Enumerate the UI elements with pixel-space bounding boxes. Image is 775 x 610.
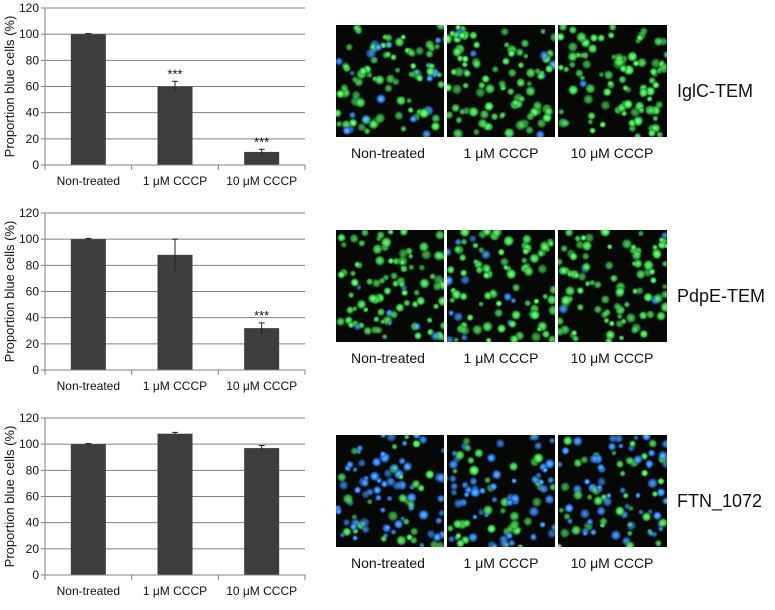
x-tick-label: 1 μM CCCP: [143, 379, 207, 393]
bar: [244, 151, 280, 165]
image-condition-label: 10 μM CCCP: [570, 350, 654, 366]
y-tick-label: 0: [32, 158, 39, 172]
x-tick-label: Non-treated: [57, 174, 120, 188]
bar: [244, 448, 280, 575]
image-divider: [555, 230, 558, 342]
error-bar: [85, 33, 92, 35]
x-tick-label: 1 μM CCCP: [143, 174, 207, 188]
y-tick-label: 20: [26, 542, 40, 556]
panel-ftn-1072: 0 20 40 60 80 100 120 Proportion blue cells (%)…: [0, 410, 775, 610]
y-axis-label: Proportion blue cells (%): [2, 426, 17, 568]
significance-marker: ***: [254, 308, 269, 323]
construct-label: FTN_1072: [677, 491, 763, 511]
image-divider: [444, 25, 447, 137]
y-tick-label: 80: [26, 53, 40, 67]
significance-marker: ***: [167, 66, 182, 81]
error-bar: [85, 238, 92, 240]
y-tick-label: 0: [32, 363, 39, 377]
y-tick-label: 40: [26, 516, 40, 530]
image-condition-label: 10 μM CCCP: [570, 145, 654, 161]
y-axis-label: Proportion blue cells (%): [2, 221, 17, 363]
error-bar: [172, 80, 178, 92]
y-tick-label: 100: [19, 437, 39, 451]
panel-iglc-tem: 0 20 40 60 80 100 120 Proportion blue cells (%)…: [0, 0, 775, 200]
y-tick-label: 20: [26, 132, 40, 146]
image-divider: [555, 435, 558, 547]
x-tick-label: Non-treated: [57, 584, 120, 598]
y-tick-label: 80: [26, 258, 40, 272]
image-condition-label: 1 μM CCCP: [463, 555, 539, 571]
x-tick-label: 10 μM CCCP: [226, 379, 297, 393]
y-tick-label: 40: [26, 311, 40, 325]
image-divider: [444, 435, 447, 547]
image-condition-label: Non-treated: [351, 555, 425, 571]
image-condition-label: 10 μM CCCP: [570, 555, 654, 571]
image-divider: [444, 230, 447, 342]
micrograph-strip: [336, 435, 667, 547]
significance-marker: ***: [254, 134, 269, 149]
y-tick-label: 0: [32, 568, 39, 582]
error-bar: [258, 444, 265, 451]
error-bar: [172, 431, 178, 436]
bar: [70, 239, 106, 370]
construct-label: IglC-TEM: [677, 81, 753, 101]
bar: [157, 433, 193, 575]
image-condition-label: 1 μM CCCP: [463, 145, 539, 161]
error-bar: [85, 443, 92, 445]
bar: [70, 34, 106, 165]
x-tick-label: Non-treated: [57, 379, 120, 393]
y-tick-label: 80: [26, 463, 40, 477]
x-tick-label: 1 μM CCCP: [143, 584, 207, 598]
y-tick-label: 120: [19, 1, 39, 15]
image-condition-label: Non-treated: [351, 145, 425, 161]
y-tick-label: 120: [19, 206, 39, 220]
x-tick-label: 10 μM CCCP: [226, 584, 297, 598]
y-tick-label: 20: [26, 337, 40, 351]
construct-label: PdpE-TEM: [677, 286, 766, 306]
y-tick-label: 60: [26, 490, 40, 504]
y-tick-label: 60: [26, 80, 40, 94]
bar: [157, 254, 193, 370]
bar: [244, 328, 280, 370]
y-tick-label: 60: [26, 285, 40, 299]
image-condition-label: Non-treated: [351, 350, 425, 366]
y-tick-label: 100: [19, 27, 39, 41]
bar: [157, 86, 193, 165]
error-bar: [258, 322, 265, 334]
image-condition-label: 1 μM CCCP: [463, 350, 539, 366]
y-tick-label: 120: [19, 411, 39, 425]
y-tick-label: 40: [26, 106, 40, 120]
x-tick-label: 10 μM CCCP: [226, 174, 297, 188]
bar: [70, 444, 106, 575]
y-axis-label: Proportion blue cells (%): [2, 16, 17, 158]
error-bar: [258, 148, 265, 155]
image-divider: [555, 25, 558, 137]
micrograph-strip: [336, 25, 667, 137]
micrograph-strip: [336, 230, 667, 342]
panel-pdpe-tem: 0 20 40 60 80 100 120 Proportion blue cells (%)…: [0, 205, 775, 405]
error-bar: [172, 238, 178, 271]
y-tick-label: 100: [19, 232, 39, 246]
